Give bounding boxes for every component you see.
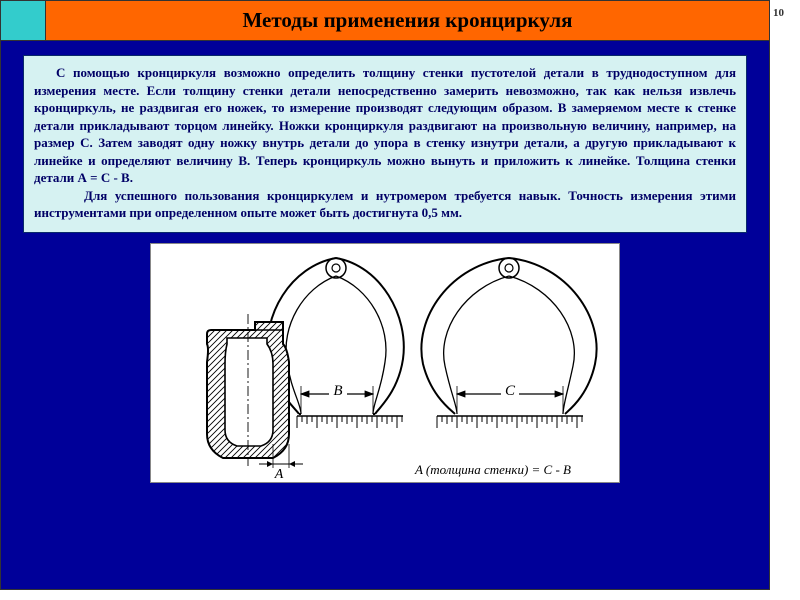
header-row: Методы применения кронциркуля bbox=[1, 1, 769, 41]
page-number: 10 bbox=[773, 7, 793, 19]
diagram-caption: A (толщина стенки) = C - B bbox=[415, 462, 571, 478]
header-left-cell bbox=[1, 1, 46, 40]
right-ruler-icon bbox=[437, 416, 583, 428]
slide: 10 Методы применения кронциркуля С помощ… bbox=[0, 0, 770, 590]
paragraph-1: С помощью кронциркуля возможно определит… bbox=[34, 64, 736, 187]
hollow-part-icon bbox=[207, 314, 289, 466]
paragraph-2: Для успешного пользования кронциркулем и… bbox=[34, 187, 736, 222]
left-ruler-icon bbox=[297, 416, 403, 428]
dimension-c: C bbox=[457, 382, 563, 414]
dimension-b: B bbox=[301, 382, 373, 414]
calipers-diagram: B C A A (толщина стенки) = C - B bbox=[150, 243, 620, 483]
dim-a-label: A bbox=[274, 467, 284, 482]
dim-b-label: B bbox=[333, 383, 342, 399]
calipers-diagram-svg: B C A bbox=[151, 244, 621, 484]
slide-title: Методы применения кронциркуля bbox=[46, 1, 769, 40]
dim-c-label: C bbox=[505, 383, 516, 399]
description-text-block: С помощью кронциркуля возможно определит… bbox=[23, 55, 747, 233]
